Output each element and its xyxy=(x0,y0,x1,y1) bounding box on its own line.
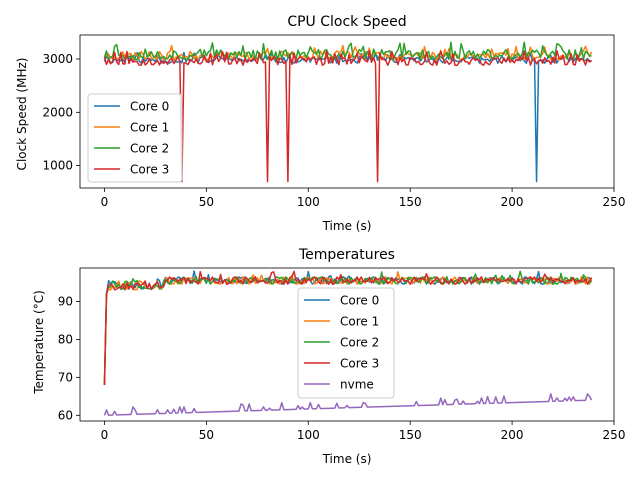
x-tick-label: 0 xyxy=(101,195,109,209)
y-tick-label: 3000 xyxy=(42,52,73,66)
legend-box xyxy=(297,287,395,399)
series-line-nvme xyxy=(103,393,593,416)
legend-box xyxy=(87,93,183,183)
series-line-core-3 xyxy=(103,270,593,385)
legend-label: Core 2 xyxy=(130,142,169,156)
temperatures-chart: Temperatures Time (s) Temperature (°C) 0… xyxy=(32,247,625,466)
series-group xyxy=(103,270,593,416)
axes-frame xyxy=(79,34,615,189)
legend-label: Core 1 xyxy=(130,121,169,135)
series-line-core-3 xyxy=(103,50,593,183)
legend-label: Core 3 xyxy=(130,163,169,177)
chart-title: Temperatures xyxy=(298,247,395,263)
legend-label: Core 2 xyxy=(340,336,379,350)
legend-label: Core 0 xyxy=(340,294,379,308)
x-tick-label: 150 xyxy=(399,195,422,209)
y-tick-label: 70 xyxy=(58,370,73,384)
y-axis-label: Clock Speed (MHz) xyxy=(15,58,29,171)
y-tick-label: 60 xyxy=(58,408,73,422)
legend-label: Core 0 xyxy=(130,100,169,114)
legend: Core 0 Core 1 Core 2 Core 3 nvme xyxy=(297,287,395,399)
x-tick-label: 0 xyxy=(101,428,109,442)
x-tick-label: 150 xyxy=(399,428,422,442)
legend-label: nvme xyxy=(340,378,374,392)
y-tick-label: 2000 xyxy=(42,105,73,119)
cpu-clock-chart: CPU Clock Speed Time (s) Clock Speed (MH… xyxy=(15,14,625,233)
x-tick-label: 50 xyxy=(199,195,214,209)
x-axis-label: Time (s) xyxy=(322,452,372,466)
y-tick-label: 1000 xyxy=(42,159,73,173)
series-line-core-2 xyxy=(103,41,592,61)
legend-label: Core 1 xyxy=(340,315,379,329)
plot-area: 0 50 100 150 200 250 1000 2000 3000 xyxy=(42,34,626,209)
legend-label: Core 3 xyxy=(340,357,379,371)
legend: Core 0 Core 1 Core 2 Core 3 xyxy=(87,93,183,183)
x-tick-label: 200 xyxy=(501,428,524,442)
chart-title: CPU Clock Speed xyxy=(287,14,406,30)
y-tick-label: 90 xyxy=(58,294,73,308)
series-group xyxy=(103,41,593,183)
x-tick-label: 200 xyxy=(501,195,524,209)
y-axis-label: Temperature (°C) xyxy=(32,290,46,395)
x-tick-label: 250 xyxy=(603,428,626,442)
axes-frame xyxy=(79,267,615,422)
y-tick-label: 80 xyxy=(58,332,73,346)
x-tick-label: 50 xyxy=(199,428,214,442)
x-tick-label: 100 xyxy=(297,195,320,209)
x-tick-label: 100 xyxy=(297,428,320,442)
x-axis-label: Time (s) xyxy=(322,219,372,233)
plot-area: 0 50 100 150 200 250 60 70 80 90 xyxy=(58,267,626,442)
x-tick-label: 250 xyxy=(603,195,626,209)
